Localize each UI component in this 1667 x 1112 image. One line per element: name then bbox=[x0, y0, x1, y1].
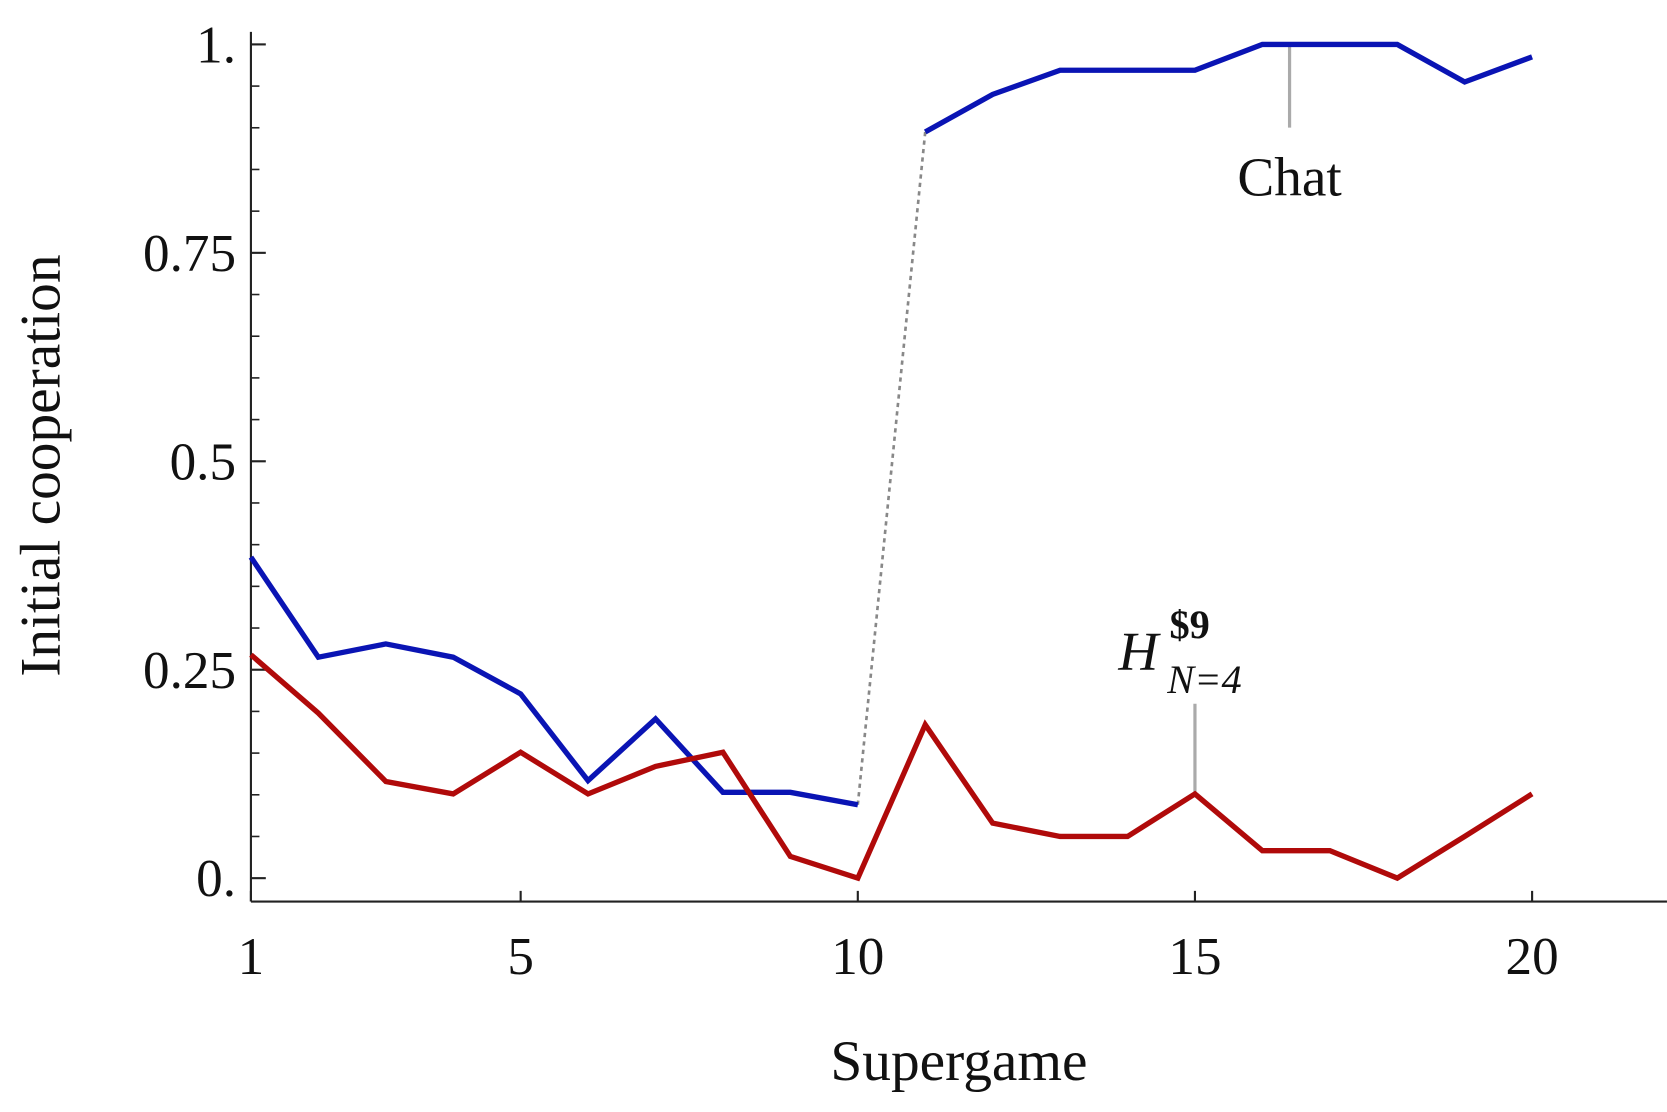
y-tick-label: 1. bbox=[196, 16, 236, 74]
x-tick-label: 1 bbox=[238, 928, 265, 986]
y-tick-label: 0. bbox=[196, 850, 236, 908]
line bbox=[249, 652, 1534, 882]
x-axis-title: Supergame bbox=[830, 1030, 1087, 1093]
x-tick-label: 5 bbox=[507, 928, 534, 986]
annotation: Chat bbox=[1237, 147, 1342, 208]
y-tick-label: 0.5 bbox=[170, 433, 236, 491]
annotation-superscript: $9 bbox=[1169, 602, 1209, 647]
annotation: H bbox=[1117, 621, 1161, 682]
y-tick-label: 0.25 bbox=[143, 642, 236, 700]
y-tick-label: 0.75 bbox=[143, 225, 236, 283]
x-tick-label: 20 bbox=[1506, 928, 1559, 986]
annotation-subscript: N=4 bbox=[1166, 657, 1241, 702]
line bbox=[248, 41, 1533, 808]
y-axis-title: Initial cooperation bbox=[10, 254, 73, 676]
x-tick-label: 10 bbox=[831, 928, 884, 986]
x-tick-label: 15 bbox=[1168, 928, 1221, 986]
dotted-connector bbox=[856, 131, 927, 805]
